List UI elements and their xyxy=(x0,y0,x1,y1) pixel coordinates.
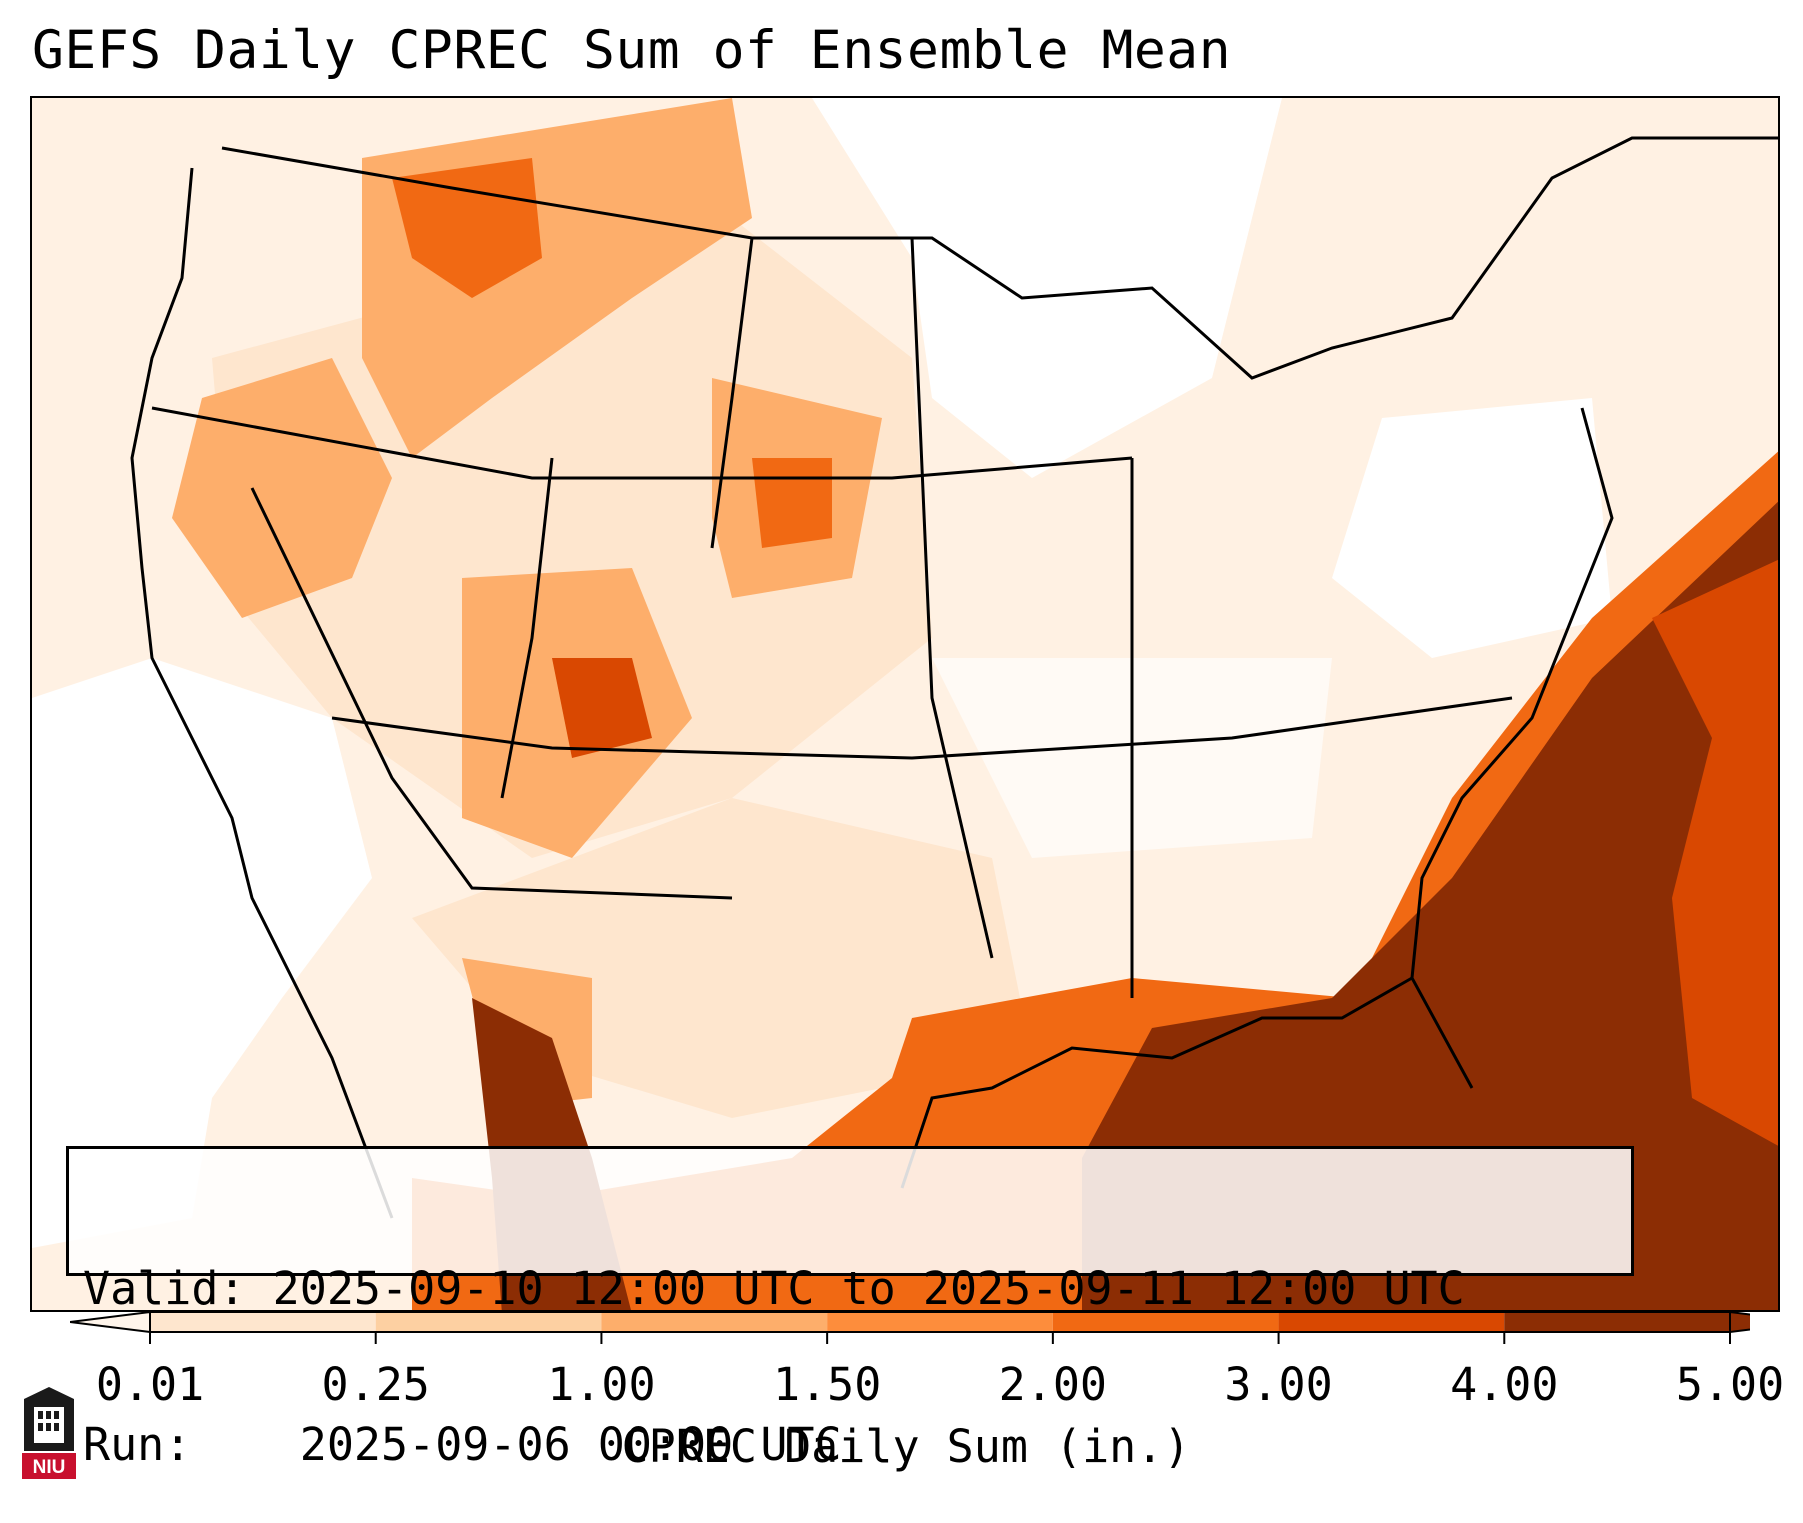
east-coast xyxy=(1410,407,1614,1089)
precip-field-southeast-heavy xyxy=(1082,501,1778,1310)
state-line-4 xyxy=(151,406,1133,480)
precip-field-pacific-dry xyxy=(32,658,372,1248)
colorbar-segment xyxy=(1504,1312,1730,1332)
colorbar-segment xyxy=(150,1312,376,1332)
west-coast xyxy=(130,167,394,1219)
colorbar-label: CPREC Daily Sum (in.) xyxy=(621,1420,1191,1473)
map-canvas xyxy=(32,98,1778,1310)
colorbar-tick-label: 3.00 xyxy=(1224,1358,1333,1411)
state-line-2 xyxy=(500,457,554,799)
precip-field-north-dry xyxy=(812,98,1282,478)
colorbar xyxy=(70,1310,1750,1344)
colorbar-segment xyxy=(601,1312,828,1332)
colorbar-segment xyxy=(1052,1312,1279,1332)
colorbar-tick-label: 1.00 xyxy=(547,1358,656,1411)
colorbar-left-extension xyxy=(70,1310,151,1334)
niu-logo-text: NIU xyxy=(33,1457,66,1478)
valid-value: 2025-09-10 12:00 UTC to 2025-09-11 12:00… xyxy=(272,1262,1465,1315)
colorbar-tick-label: 1.50 xyxy=(772,1358,882,1411)
precipitation-map xyxy=(30,96,1780,1312)
state-line-5 xyxy=(910,237,994,959)
precip-field-offshore-medium xyxy=(1652,559,1778,1146)
colorbar-right-extension xyxy=(1729,1310,1750,1334)
run-row: Run: 2025-09-06 00:00 UTC xyxy=(83,1419,1631,1471)
colorbar-segment xyxy=(827,1312,1053,1332)
run-label: Run: xyxy=(83,1418,192,1471)
colorbar-segments xyxy=(149,1311,1731,1333)
colorbar-ticks xyxy=(149,1332,1731,1344)
colorbar-tick-label: 4.00 xyxy=(1450,1358,1559,1411)
precip-field-northeast-dry xyxy=(1332,398,1612,658)
colorbar-tick-label: 0.01 xyxy=(95,1358,205,1411)
valid-label: Valid: xyxy=(83,1262,246,1315)
valid-row: Valid: 2025-09-10 12:00 UTC to 2025-09-1… xyxy=(83,1263,1631,1315)
run-value: 2025-09-06 00:00 UTC xyxy=(299,1418,842,1471)
colorbar-segment xyxy=(375,1312,602,1332)
coastlines-and-borders xyxy=(130,136,1778,1219)
canada-border xyxy=(221,136,1778,380)
gulf-coast xyxy=(900,976,1413,1189)
niu-logo: NIU xyxy=(22,1387,76,1479)
colorbar-tick-label: 0.25 xyxy=(321,1358,430,1411)
state-line-3 xyxy=(331,696,1513,760)
map-title: GEFS Daily CPREC Sum of Ensemble Mean xyxy=(32,20,1232,81)
precip-field-dakota-strong xyxy=(752,458,832,548)
colorbar-tick-label: 5.00 xyxy=(1675,1358,1785,1411)
precip-field-montana-strong xyxy=(392,158,542,298)
validity-info-box: Valid: 2025-09-10 12:00 UTC to 2025-09-1… xyxy=(66,1146,1634,1471)
colorbar-segment xyxy=(1278,1312,1505,1332)
state-line-7 xyxy=(250,487,733,900)
precip-field-utah-strong xyxy=(552,658,652,758)
state-line-1 xyxy=(710,237,754,549)
colorbar-tick-label: 2.00 xyxy=(998,1358,1108,1411)
